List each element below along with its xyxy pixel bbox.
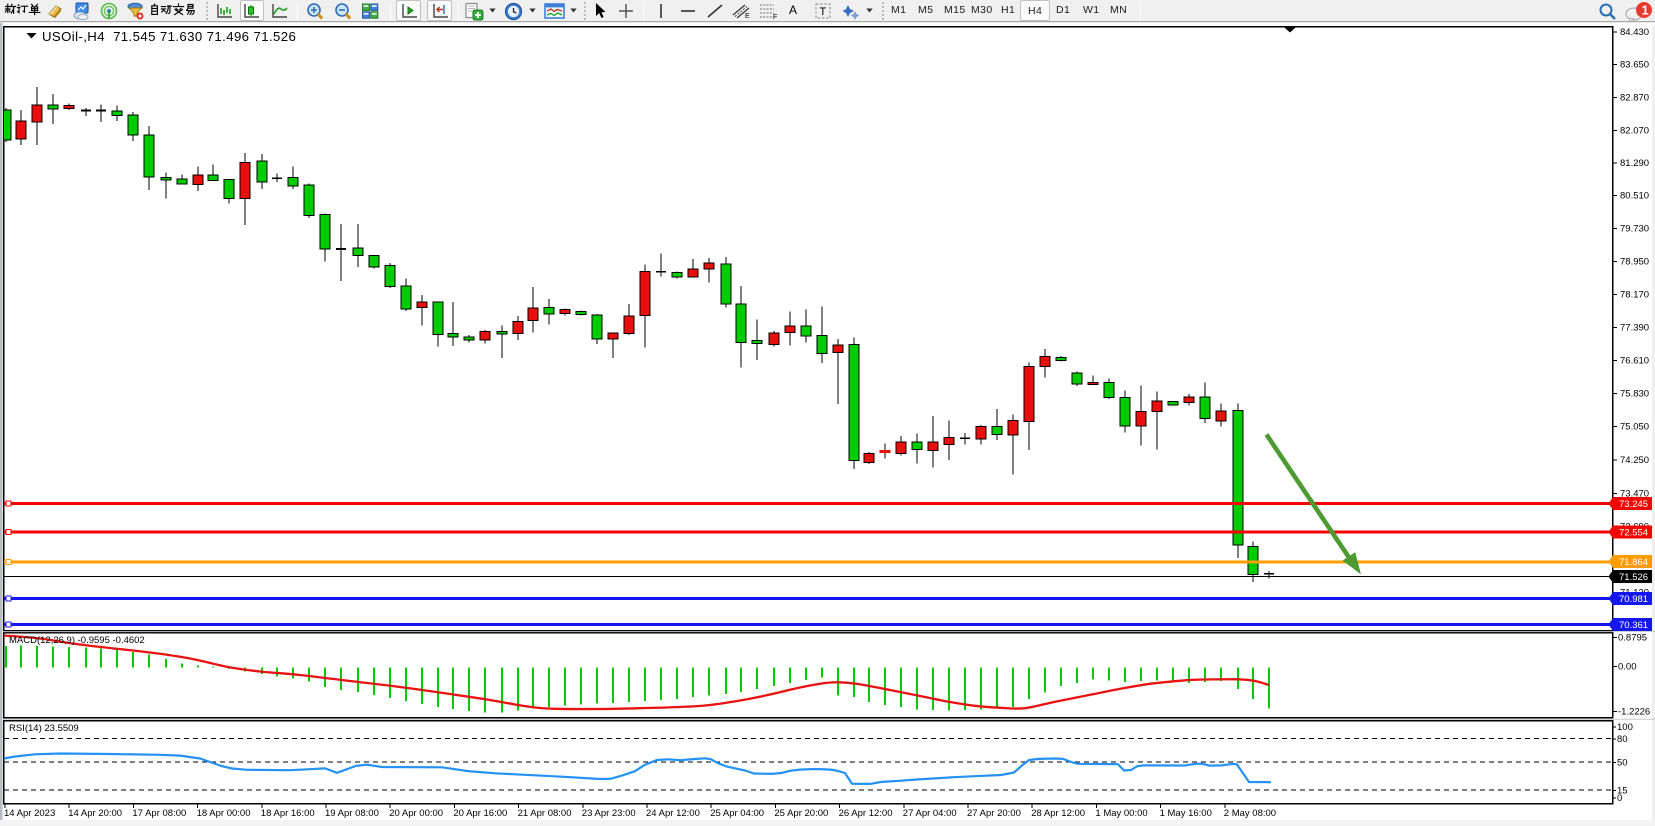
svg-text:15: 15 [1617,786,1628,797]
svg-text:82.070: 82.070 [1620,126,1649,137]
svg-text:17 Apr 08:00: 17 Apr 08:00 [132,808,186,819]
svg-text:25 Apr 04:00: 25 Apr 04:00 [710,808,764,819]
svg-text:21 Apr 08:00: 21 Apr 08:00 [518,808,572,819]
svg-text:1: 1 [1642,3,1649,18]
svg-text:0: 0 [1617,793,1622,804]
svg-text:75.050: 75.050 [1620,422,1649,433]
svg-text:100: 100 [1617,722,1633,733]
svg-text:74.250: 74.250 [1620,455,1649,466]
svg-text:MACD(12,26,9) -0.9595 -0.4602: MACD(12,26,9) -0.9595 -0.4602 [9,635,145,646]
svg-text:84.430: 84.430 [1620,27,1649,38]
svg-text:70.981: 70.981 [1619,594,1648,605]
svg-text:1 May 16:00: 1 May 16:00 [1160,808,1212,819]
svg-text:T: T [820,6,827,18]
svg-text:79.730: 79.730 [1620,224,1649,235]
svg-text:20 Apr 16:00: 20 Apr 16:00 [453,808,507,819]
svg-text:0.00: 0.00 [1618,662,1637,673]
svg-text:0.8795: 0.8795 [1618,633,1647,644]
svg-text:71.864: 71.864 [1619,557,1648,568]
svg-text:27 Apr 20:00: 27 Apr 20:00 [967,808,1021,819]
svg-text:-1.2226: -1.2226 [1618,707,1650,718]
svg-text:78.170: 78.170 [1620,290,1649,301]
svg-text:27 Apr 04:00: 27 Apr 04:00 [903,808,957,819]
svg-text:80: 80 [1617,734,1628,745]
svg-text:E: E [745,13,750,20]
svg-text:19 Apr 08:00: 19 Apr 08:00 [325,808,379,819]
svg-text:50: 50 [1617,758,1628,769]
svg-text:78.950: 78.950 [1620,257,1649,268]
svg-text:26 Apr 12:00: 26 Apr 12:00 [839,808,893,819]
svg-text:80.510: 80.510 [1620,191,1649,202]
svg-text:14 Apr 20:00: 14 Apr 20:00 [68,808,122,819]
svg-text:RSI(14) 23.5509: RSI(14) 23.5509 [9,723,79,734]
svg-text:18 Apr 16:00: 18 Apr 16:00 [261,808,315,819]
svg-text:20 Apr 00:00: 20 Apr 00:00 [389,808,443,819]
svg-text:70.361: 70.361 [1619,620,1648,631]
svg-text:71.526: 71.526 [1619,572,1648,583]
svg-text:75.830: 75.830 [1620,389,1649,400]
svg-text:72.554: 72.554 [1619,528,1648,539]
svg-text:73.470: 73.470 [1620,489,1649,500]
svg-text:28 Apr 12:00: 28 Apr 12:00 [1031,808,1085,819]
svg-text:82.870: 82.870 [1620,93,1649,104]
svg-text:77.390: 77.390 [1620,323,1649,334]
svg-text:25 Apr 20:00: 25 Apr 20:00 [774,808,828,819]
svg-text:23 Apr 23:00: 23 Apr 23:00 [582,808,636,819]
svg-text:1 May 00:00: 1 May 00:00 [1095,808,1147,819]
svg-text:83.650: 83.650 [1620,60,1649,71]
svg-text:81.290: 81.290 [1620,158,1649,169]
svg-text:F: F [773,14,777,20]
svg-text:24 Apr 12:00: 24 Apr 12:00 [646,808,700,819]
svg-text:18 Apr 00:00: 18 Apr 00:00 [197,808,251,819]
svg-text:USOil-,H4 71.545 71.630 71.49: USOil-,H4 71.545 71.630 71.496 71.526 [42,29,296,44]
svg-text:73.245: 73.245 [1619,499,1648,510]
svg-text:76.610: 76.610 [1620,356,1649,367]
svg-text:14 Apr 2023: 14 Apr 2023 [4,808,55,819]
svg-text:2 May 08:00: 2 May 08:00 [1224,808,1276,819]
